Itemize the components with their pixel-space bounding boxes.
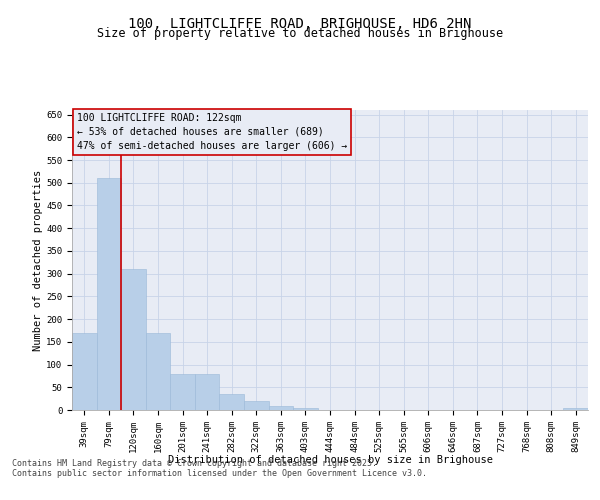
Bar: [244, 401, 269, 410]
Bar: [146, 332, 170, 410]
Bar: [269, 406, 293, 410]
Bar: [293, 408, 318, 410]
Bar: [170, 374, 195, 410]
Text: Size of property relative to detached houses in Brighouse: Size of property relative to detached ho…: [97, 28, 503, 40]
Bar: [121, 269, 146, 410]
Text: Contains public sector information licensed under the Open Government Licence v3: Contains public sector information licen…: [12, 468, 427, 477]
Bar: [220, 394, 244, 410]
Bar: [563, 408, 588, 410]
X-axis label: Distribution of detached houses by size in Brighouse: Distribution of detached houses by size …: [167, 455, 493, 465]
Bar: [97, 178, 121, 410]
Bar: [72, 332, 97, 410]
Text: 100, LIGHTCLIFFE ROAD, BRIGHOUSE, HD6 2HN: 100, LIGHTCLIFFE ROAD, BRIGHOUSE, HD6 2H…: [128, 18, 472, 32]
Text: Contains HM Land Registry data © Crown copyright and database right 2025.: Contains HM Land Registry data © Crown c…: [12, 458, 377, 468]
Y-axis label: Number of detached properties: Number of detached properties: [34, 170, 43, 350]
Text: 100 LIGHTCLIFFE ROAD: 122sqm
← 53% of detached houses are smaller (689)
47% of s: 100 LIGHTCLIFFE ROAD: 122sqm ← 53% of de…: [77, 113, 347, 151]
Bar: [195, 374, 220, 410]
